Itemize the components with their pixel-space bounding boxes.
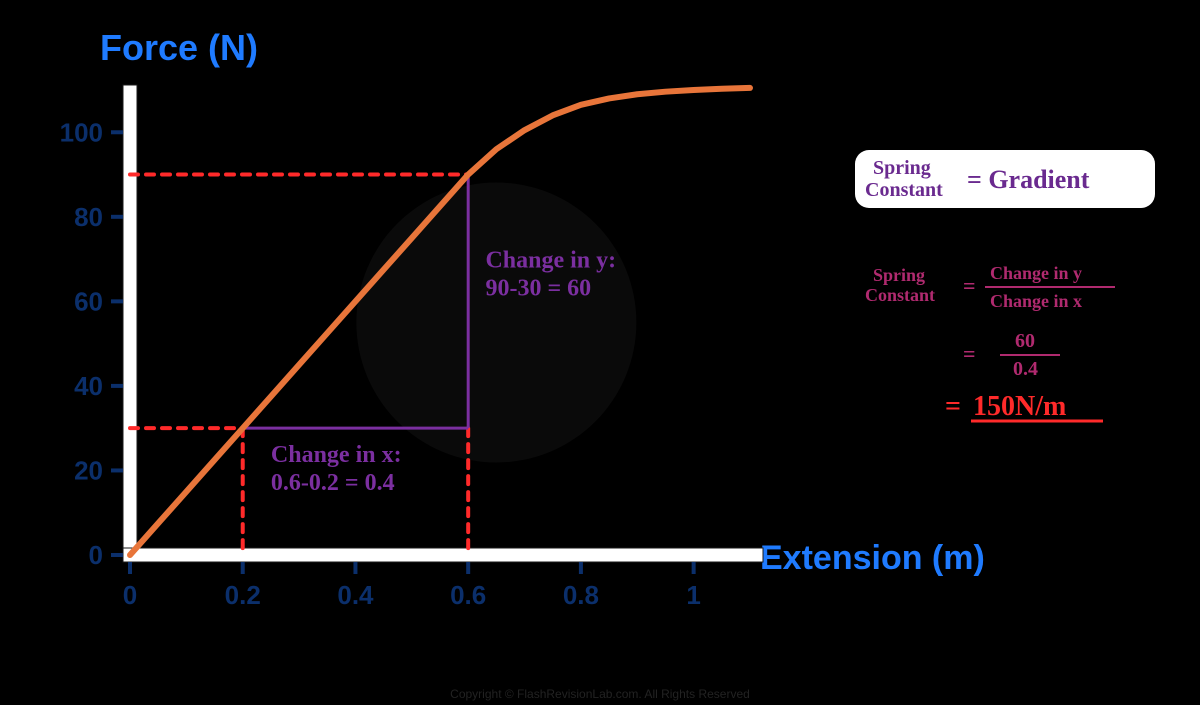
- y-axis-bar: [123, 85, 137, 562]
- copyright-text: Copyright © FlashRevisionLab.com. All Ri…: [0, 687, 1200, 701]
- callout-gradient: = Gradient: [967, 165, 1090, 194]
- eq-equals-1: =: [963, 273, 976, 298]
- change-in-y-value: 90-30 = 60: [485, 276, 591, 302]
- eq-spring: Spring: [873, 265, 925, 285]
- eq-num-bot: 0.4: [1013, 358, 1038, 380]
- result-equals: =: [945, 391, 961, 422]
- x-tick-label: 0: [123, 580, 137, 610]
- x-tick-label: 0.6: [450, 580, 486, 610]
- eq-top: Change in y: [990, 263, 1082, 283]
- y-tick-label: 40: [74, 371, 103, 401]
- change-in-y-label: Change in y:: [485, 248, 616, 274]
- y-tick-label: 60: [74, 286, 103, 316]
- watermark-circle: [356, 183, 636, 463]
- eq-bot: Change in x: [990, 291, 1082, 311]
- x-axis-title: Extension (m): [760, 539, 985, 577]
- eq-constant: Constant: [865, 285, 935, 305]
- y-tick-label: 100: [60, 117, 103, 147]
- callout-spring: Spring: [873, 157, 931, 179]
- x-tick-label: 0.4: [337, 580, 374, 610]
- force-extension-chart: Force (N) Extension (m) 0 20 40 60 80 100 0 0.2 0.…: [0, 0, 1200, 705]
- y-tick-label: 20: [74, 455, 103, 485]
- y-tick-label: 0: [89, 540, 103, 570]
- callout-constant: Constant: [865, 179, 943, 201]
- y-tick-label: 80: [74, 202, 103, 232]
- eq-equals-2: =: [963, 341, 976, 366]
- x-tick-label: 0.2: [225, 580, 261, 610]
- result-value: 150N/m: [973, 391, 1066, 422]
- x-tick-label: 0.8: [563, 580, 599, 610]
- eq-num-top: 60: [1015, 330, 1035, 352]
- change-in-x-value: 0.6-0.2 = 0.4: [271, 470, 395, 496]
- x-axis-bar: [123, 548, 763, 562]
- x-tick-label: 1: [686, 580, 700, 610]
- y-axis-title: Force (N): [100, 27, 258, 68]
- change-in-x-label: Change in x:: [271, 442, 402, 468]
